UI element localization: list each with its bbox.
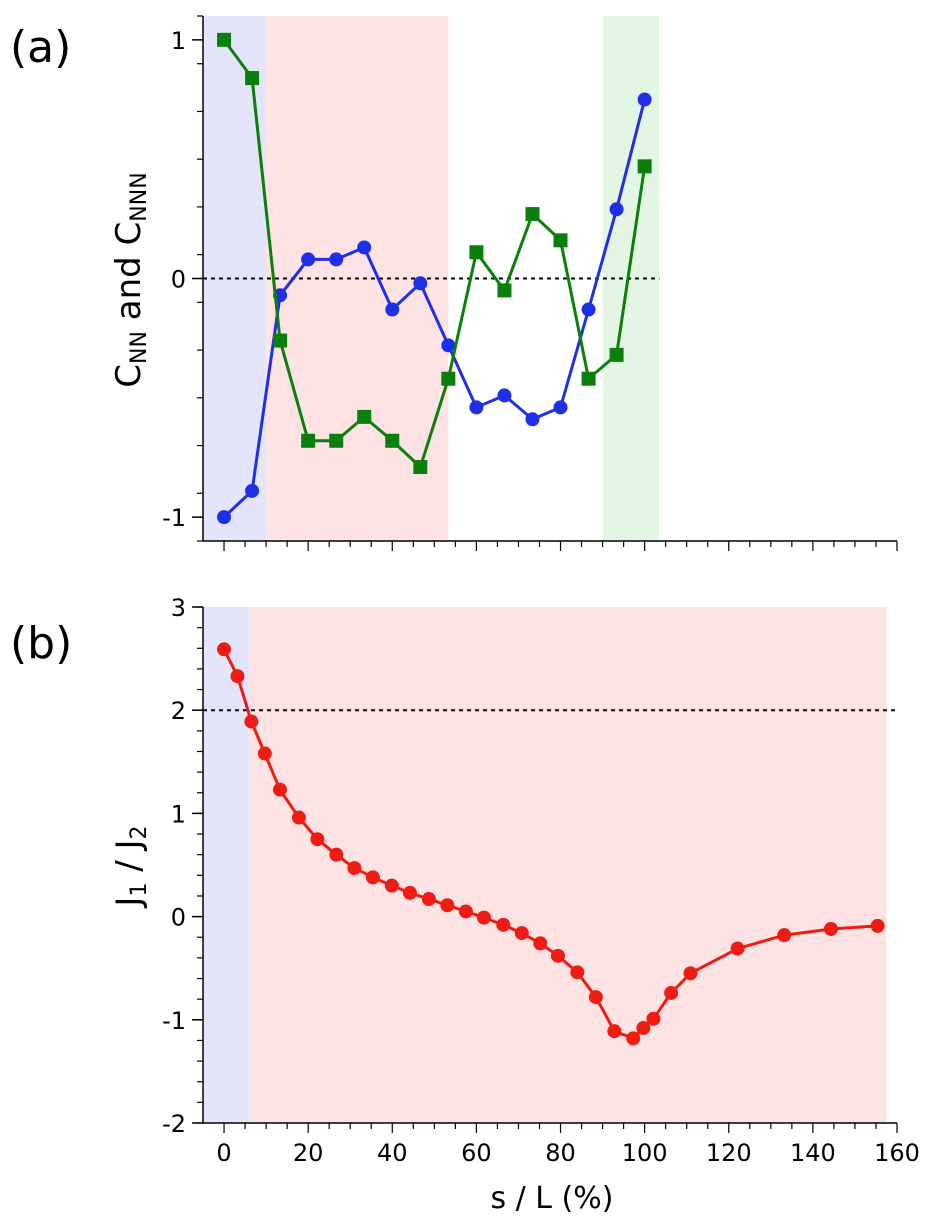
data-point-square [357, 409, 372, 424]
y-tick-label: 2 [171, 697, 186, 725]
data-point-circle [217, 510, 232, 525]
data-point-circle [570, 965, 585, 980]
data-point-circle [777, 928, 792, 943]
y-tick-label: 0 [171, 904, 186, 932]
x-tick-label: 60 [461, 1139, 492, 1167]
data-point-circle [291, 810, 306, 825]
y-tick-label: -2 [162, 1110, 186, 1138]
x-tick-label: 100 [622, 1139, 668, 1167]
data-point-square [609, 347, 624, 362]
data-point-square [525, 207, 540, 222]
data-point-circle [469, 400, 484, 415]
data-point-circle [458, 904, 473, 919]
data-point-circle [441, 338, 456, 353]
y-tick-label: 1 [171, 800, 186, 828]
data-point-square [329, 433, 344, 448]
data-point-circle [245, 483, 260, 498]
y-tick-label: 3 [171, 594, 186, 622]
data-point-circle [329, 847, 344, 862]
x-tick-label: 140 [790, 1139, 836, 1167]
x-tick-label: 0 [216, 1139, 231, 1167]
data-point-circle [365, 870, 380, 885]
data-point-square [553, 233, 568, 248]
panel-b-ylabel: J1 / J2 [109, 825, 152, 908]
data-point-circle [413, 276, 428, 291]
data-point-circle [730, 941, 745, 956]
panel-b: (b) 0 20 40 60 80 100 120 140 160 3 2 1 0 -1 -2 J1 / J… [10, 594, 920, 1216]
data-point-circle [301, 252, 316, 267]
x-tick-label: 120 [706, 1139, 752, 1167]
data-point-circle [402, 885, 417, 900]
data-point-circle [384, 878, 399, 893]
data-point-circle [683, 966, 698, 981]
data-point-circle [870, 918, 885, 933]
x-tick-label: 40 [377, 1139, 408, 1167]
data-point-circle [550, 948, 565, 963]
data-point-circle [476, 910, 491, 925]
data-point-circle [310, 832, 325, 847]
data-point-circle [244, 714, 259, 729]
panel-a-ylabel: CNN and CNNN [109, 172, 152, 387]
data-point-square [273, 333, 288, 348]
y-tick-label: -1 [162, 504, 186, 532]
data-point-circle [525, 412, 540, 427]
shaded-region-2 [249, 607, 887, 1123]
panel-a-label: (a) [10, 22, 71, 73]
data-point-circle [607, 1024, 622, 1039]
data-point-circle [421, 892, 436, 907]
data-point-circle [664, 985, 679, 1000]
data-point-square [637, 159, 652, 174]
data-point-circle [347, 861, 362, 876]
data-point-circle [385, 302, 400, 317]
y-tick-label: 1 [171, 27, 186, 55]
data-point-circle [514, 926, 529, 941]
shaded-region-1 [203, 607, 250, 1123]
data-point-square [497, 283, 512, 298]
data-point-square [441, 371, 456, 386]
y-tick-label: -1 [162, 1007, 186, 1035]
data-point-circle [553, 400, 568, 415]
x-tick-label: 160 [874, 1139, 920, 1167]
data-point-circle [496, 917, 511, 932]
x-axis-label: s / L (%) [491, 1181, 614, 1216]
data-point-circle [637, 92, 652, 107]
data-point-square [245, 71, 260, 86]
panel-a: (a) 1 0 -1 CNN and CNNN [10, 15, 898, 551]
data-point-circle [581, 302, 596, 317]
data-point-square [301, 433, 316, 448]
data-point-circle [588, 990, 603, 1005]
data-point-circle [609, 202, 624, 217]
data-point-square [217, 32, 232, 47]
data-point-square [581, 371, 596, 386]
series-line-c-nn [223, 99, 647, 519]
data-point-square [413, 460, 428, 475]
y-tick-label: 0 [171, 266, 186, 294]
data-point-circle [357, 240, 372, 255]
data-point-circle [217, 642, 232, 657]
panel-b-label: (b) [10, 618, 72, 669]
data-point-circle [257, 746, 272, 761]
series-line-c-nnn [222, 38, 647, 470]
data-point-circle [230, 669, 245, 684]
data-point-circle [497, 388, 512, 403]
data-point-circle [626, 1031, 641, 1046]
data-point-circle [636, 1021, 651, 1036]
x-tick-label: 20 [293, 1139, 324, 1167]
data-point-circle [646, 1011, 661, 1026]
data-point-circle [329, 252, 344, 267]
x-tick-label: 80 [545, 1139, 576, 1167]
data-point-circle [272, 782, 287, 797]
data-point-square [469, 245, 484, 260]
data-point-circle [533, 936, 548, 951]
data-point-square [385, 433, 400, 448]
data-point-circle [440, 898, 455, 913]
data-point-circle [823, 921, 838, 936]
